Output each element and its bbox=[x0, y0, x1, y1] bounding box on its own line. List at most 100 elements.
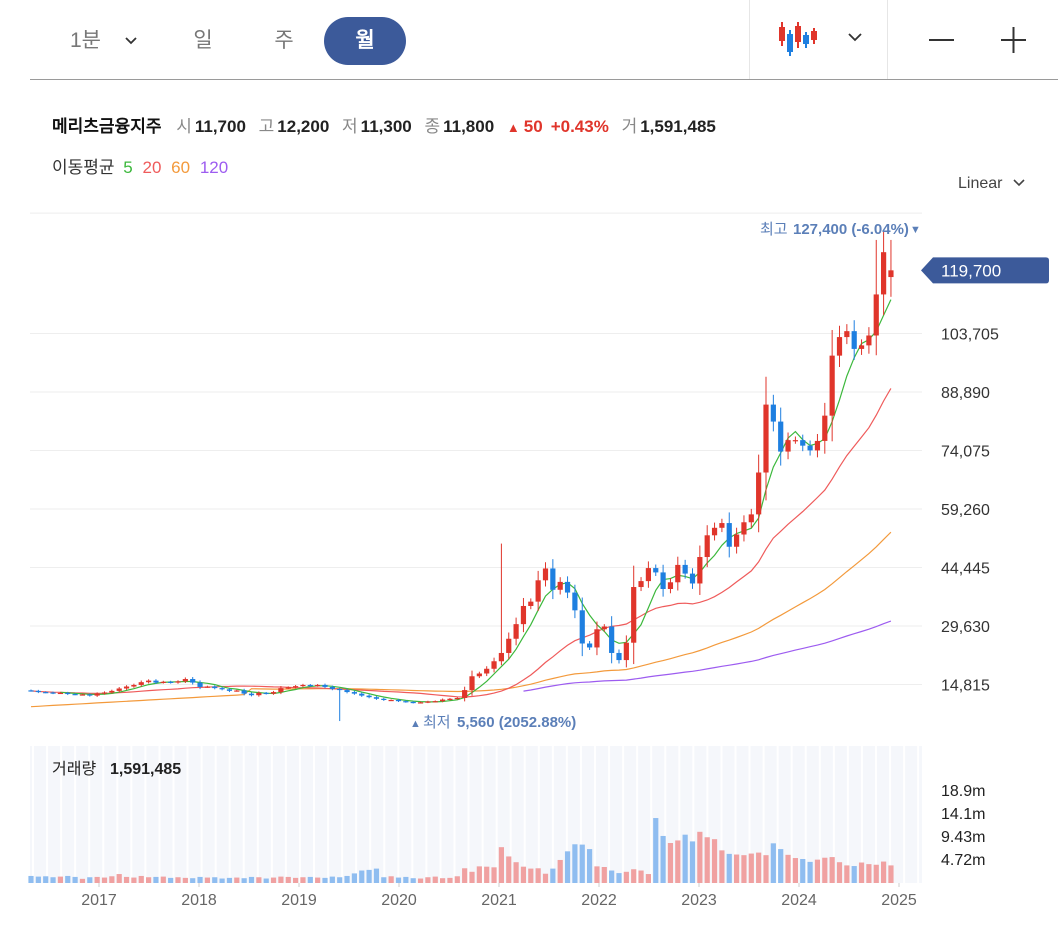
candle-body bbox=[270, 692, 277, 694]
candle-body bbox=[101, 692, 108, 694]
volume-bar bbox=[689, 841, 696, 883]
candle-body bbox=[807, 445, 813, 451]
volume-bar bbox=[278, 876, 284, 883]
zoom-out-button[interactable] bbox=[921, 20, 961, 60]
candle-body bbox=[645, 568, 651, 582]
volume-bar bbox=[498, 847, 504, 883]
volume-bar bbox=[711, 839, 718, 883]
min-annotation-arrow: ▲ bbox=[410, 718, 421, 730]
tab-week[interactable]: 주 bbox=[274, 29, 294, 52]
volume-bar bbox=[366, 869, 372, 883]
candle-body bbox=[57, 692, 63, 695]
volume-bar bbox=[447, 877, 453, 883]
volume-bar bbox=[520, 866, 527, 883]
volume-bar bbox=[234, 877, 240, 883]
volume-bar bbox=[175, 877, 181, 883]
volume-bar bbox=[146, 877, 152, 883]
candle-body bbox=[138, 682, 144, 685]
volume-tick-label: 9.43m bbox=[941, 829, 985, 846]
candle-body bbox=[660, 572, 666, 590]
volume-bar bbox=[315, 877, 321, 883]
ma-120-line bbox=[523, 620, 892, 692]
volume-bar bbox=[116, 874, 122, 883]
candle-body bbox=[814, 440, 821, 451]
candle-body bbox=[168, 681, 174, 683]
volume-bar bbox=[28, 875, 34, 883]
candle-body bbox=[734, 534, 740, 547]
volume-bar bbox=[359, 870, 365, 883]
volume-bar bbox=[168, 877, 174, 883]
volume-panel: 거래량 1,591,485 4.72m 9.43m 14.1m 18.9m bbox=[28, 746, 985, 883]
candle-body bbox=[557, 581, 563, 590]
volume-bar bbox=[719, 850, 725, 883]
candlestick-icon[interactable] bbox=[770, 14, 830, 64]
tab-day[interactable]: 일 bbox=[193, 29, 213, 52]
close-label: 종 bbox=[424, 117, 441, 136]
scale-selector[interactable]: Linear bbox=[958, 174, 1025, 193]
time-tick-label: 2020 bbox=[381, 892, 417, 909]
zoom-in-button[interactable] bbox=[993, 20, 1033, 60]
change-percent: +0.43% bbox=[550, 117, 609, 136]
candle-body bbox=[197, 682, 203, 687]
candle-body bbox=[351, 692, 357, 694]
volume-bar bbox=[682, 834, 688, 883]
volume-bar bbox=[594, 866, 600, 883]
volume-bar bbox=[770, 843, 776, 883]
scale-label: Linear bbox=[958, 175, 1003, 192]
candle-body bbox=[564, 581, 571, 593]
tab-minute[interactable]: 1분 bbox=[52, 17, 152, 65]
volume-bar bbox=[65, 875, 71, 883]
candle-body bbox=[160, 681, 166, 683]
volume-bar bbox=[204, 877, 210, 883]
ma-5-line bbox=[60, 299, 892, 703]
time-tick-label: 2025 bbox=[881, 892, 917, 909]
volume-bar bbox=[322, 877, 328, 883]
volume-tick-label: 18.9m bbox=[941, 783, 985, 800]
ma-5: 5 bbox=[123, 158, 133, 177]
volume-bar bbox=[756, 852, 762, 883]
volume-bar bbox=[491, 867, 497, 883]
volume-bar bbox=[337, 877, 343, 883]
candle-body bbox=[550, 568, 556, 590]
volume-bar bbox=[844, 865, 850, 883]
volume-bar bbox=[425, 877, 431, 883]
volume-bars bbox=[28, 818, 894, 883]
candle-body bbox=[711, 527, 718, 536]
tab-month[interactable]: 월 bbox=[324, 17, 406, 65]
volume-bar bbox=[190, 878, 196, 883]
volume-bar bbox=[623, 871, 629, 883]
candle-body bbox=[146, 680, 152, 683]
candle-body bbox=[315, 684, 321, 687]
volume-bar bbox=[660, 835, 666, 883]
volume-panel-value: 1,591,485 bbox=[110, 761, 181, 778]
candle-body bbox=[748, 514, 754, 523]
candle-body bbox=[858, 345, 865, 349]
ma-120-path bbox=[523, 620, 892, 692]
moving-average-legend[interactable]: 이동평균 5 20 60 120 bbox=[52, 153, 233, 178]
volume-bar bbox=[395, 877, 402, 883]
volume-bar bbox=[667, 843, 674, 883]
low-value: 11,300 bbox=[360, 117, 412, 136]
candle-body bbox=[873, 294, 879, 336]
volume-bar bbox=[329, 876, 335, 883]
chart-grid bbox=[30, 212, 922, 685]
candle-body bbox=[35, 690, 41, 693]
candle-body bbox=[506, 638, 512, 653]
volume-bar bbox=[256, 877, 262, 883]
candle-body bbox=[190, 679, 196, 683]
candle-body bbox=[579, 610, 585, 644]
volume-bar bbox=[72, 876, 78, 883]
ma-20-path bbox=[30, 388, 892, 698]
volume-bar bbox=[410, 878, 416, 883]
volume-bar bbox=[94, 876, 100, 883]
candle-body bbox=[587, 643, 593, 648]
volume-bar bbox=[587, 849, 593, 883]
candle-body bbox=[109, 690, 115, 693]
candle-body bbox=[689, 573, 696, 584]
candle-body bbox=[425, 701, 431, 703]
chart-type-dropdown-button[interactable] bbox=[840, 22, 870, 52]
price-tick-label: 103,705 bbox=[941, 327, 999, 344]
volume-bar bbox=[153, 876, 159, 883]
volume-label: 거 bbox=[621, 117, 638, 136]
